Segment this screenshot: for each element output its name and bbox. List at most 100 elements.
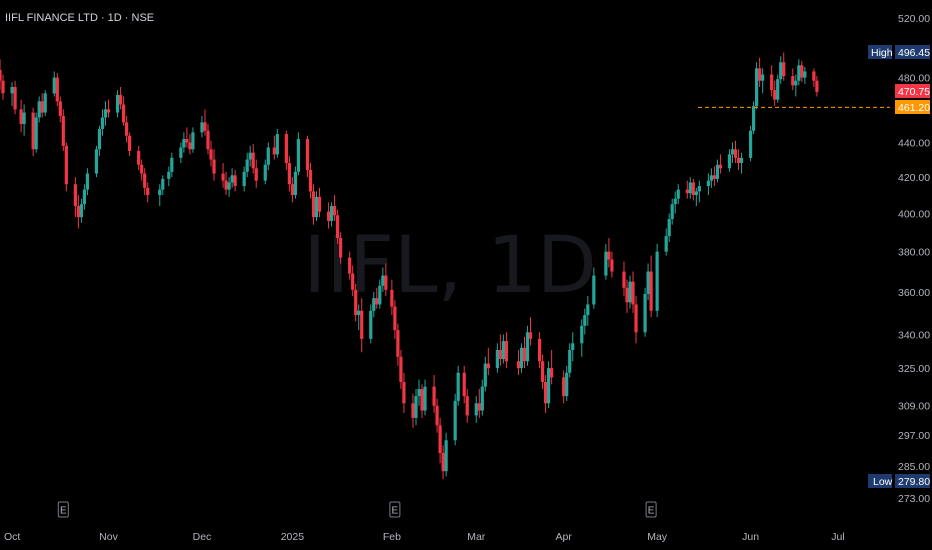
candle: [770, 65, 774, 97]
candle-body: [649, 271, 653, 311]
candle: [317, 187, 322, 218]
candle-body: [22, 112, 26, 125]
price-axis[interactable]: 520.00 480.00 440.00 420.00 400.00 380.00 360.…: [898, 13, 930, 505]
candle-body: [390, 289, 394, 307]
candle-body: [284, 134, 288, 164]
candle: [384, 263, 388, 297]
chart-title: IIFL FINANCE LTD · 1D · NSE: [5, 12, 154, 24]
candle: [800, 60, 804, 83]
candle-body: [519, 347, 524, 369]
candle: [351, 265, 355, 297]
candle-body: [414, 396, 418, 418]
candle: [540, 354, 545, 390]
candle-body: [791, 76, 795, 86]
candle: [19, 99, 23, 133]
candle-body: [537, 338, 542, 362]
candle-body: [43, 93, 47, 113]
candle: [284, 130, 288, 171]
candle-body: [712, 175, 717, 179]
candle: [402, 372, 406, 413]
earnings-marker-label: E: [60, 506, 67, 517]
candle: [628, 275, 632, 309]
candle-body: [501, 341, 506, 360]
candle-body: [348, 257, 352, 274]
candle-body: [815, 80, 819, 93]
low-tag-value-bg: [895, 474, 930, 488]
earnings-marker-box: [389, 501, 401, 518]
candle: [263, 159, 267, 185]
candle: [128, 132, 132, 157]
candle-body: [10, 86, 14, 94]
candle-body: [1, 80, 5, 94]
candle-body: [64, 145, 68, 185]
candle-body: [106, 109, 111, 113]
candle-body: [209, 149, 213, 160]
time-tick-label: Dec: [193, 531, 212, 543]
candle: [435, 398, 439, 433]
candle: [158, 184, 162, 207]
candle: [375, 287, 379, 309]
time-axis[interactable]: Oct Nov Dec 2025 Feb Mar Apr May Jun Jul: [4, 531, 845, 543]
candle-body: [251, 152, 255, 169]
candle-body: [748, 130, 753, 158]
candle: [550, 350, 554, 385]
candle: [170, 152, 174, 178]
candle: [85, 168, 90, 196]
candle-body: [664, 236, 668, 252]
candle: [519, 343, 524, 373]
candle: [212, 149, 216, 181]
candle: [115, 90, 120, 118]
candle: [245, 152, 249, 178]
candle-body: [351, 273, 355, 290]
candle-body: [667, 219, 671, 237]
candle-body: [233, 175, 237, 187]
candle-body: [188, 142, 192, 150]
candle-body: [423, 386, 427, 411]
candle-body: [34, 117, 38, 150]
candle: [498, 334, 502, 366]
candle: [516, 350, 521, 376]
candle: [58, 96, 62, 123]
price-tick-label: 309.00: [898, 401, 930, 413]
candle-body: [525, 332, 530, 362]
candle: [715, 159, 720, 183]
candle: [755, 62, 759, 110]
candle: [688, 177, 692, 199]
candle: [227, 177, 231, 197]
candle: [676, 184, 680, 205]
candle-body: [31, 112, 35, 150]
earnings-marker-box: [645, 501, 657, 518]
candle: [791, 68, 795, 91]
high-tag-value: 496.45: [898, 47, 930, 59]
candle-body: [336, 215, 340, 239]
candle: [776, 74, 780, 103]
time-tick-label: Jul: [831, 531, 844, 543]
candle-body: [245, 159, 249, 172]
candle: [221, 163, 225, 188]
candle-body: [435, 405, 439, 426]
candle: [655, 243, 659, 318]
candle: [94, 145, 99, 178]
candle-body: [103, 109, 108, 118]
candle-body: [275, 134, 279, 155]
candle-body: [592, 275, 596, 305]
candle: [64, 142, 68, 192]
time-tick-label: Nov: [99, 531, 118, 543]
candle-body: [685, 189, 689, 194]
candle: [43, 90, 47, 116]
candle-body: [673, 198, 677, 205]
candle: [73, 177, 77, 218]
high-tag-label: High: [871, 47, 893, 59]
earnings-marker: E: [389, 501, 401, 518]
candle: [326, 202, 331, 229]
candle-body: [254, 168, 258, 181]
candle-body: [655, 251, 659, 311]
candle: [22, 104, 26, 136]
candle-body: [540, 361, 545, 383]
candle: [314, 191, 319, 221]
candle: [185, 127, 189, 148]
candle-body: [441, 452, 445, 472]
candle: [251, 144, 255, 174]
